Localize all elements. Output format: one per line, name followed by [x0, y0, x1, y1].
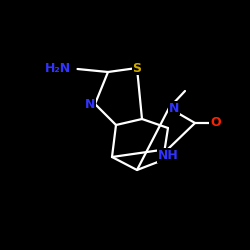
Text: H₂N: H₂N [44, 62, 70, 76]
Text: N: N [84, 98, 95, 110]
Text: O: O [210, 116, 221, 130]
Text: S: S [132, 62, 141, 74]
Text: N: N [169, 102, 179, 114]
Text: NH: NH [158, 149, 178, 162]
